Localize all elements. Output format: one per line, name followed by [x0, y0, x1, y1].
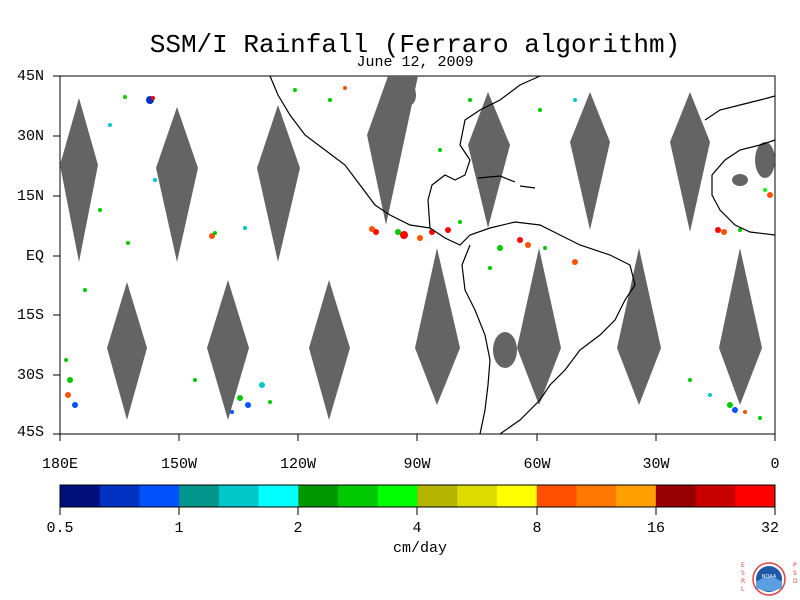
colorbar-segment [655, 485, 697, 507]
colorbar-tick-label: 1 [174, 520, 184, 537]
swath-gap [107, 282, 147, 420]
lat-label: 45N [16, 68, 44, 85]
rainfall-speckles [64, 86, 773, 420]
colorbar-segment [377, 485, 418, 507]
lon-label: 120W [279, 456, 316, 473]
colorbar-tick-label: 16 [646, 520, 665, 537]
svg-text:NOAA: NOAA [762, 574, 777, 580]
colorbar-segment [735, 485, 776, 507]
colorbar-segment [218, 485, 260, 507]
colorbar-segment [695, 485, 736, 507]
colorbar-segment [616, 485, 657, 507]
swath-gap [468, 92, 510, 228]
svg-text:P: P [793, 562, 797, 569]
lat-label: 45S [16, 424, 44, 441]
svg-text:R: R [741, 578, 745, 585]
lat-label: 15N [16, 188, 44, 205]
swath-gap [517, 248, 561, 405]
colorbar-tick-label: 0.5 [46, 520, 74, 537]
colorbar-segment [139, 485, 180, 507]
lat-label: 30S [16, 367, 44, 384]
svg-text:S: S [793, 570, 797, 577]
svg-text:D: D [793, 578, 798, 585]
colorbar-segment [576, 485, 617, 507]
swath-gap [670, 92, 710, 232]
swath-gap [60, 98, 98, 262]
swath-gap [719, 248, 762, 405]
swath-gaps [60, 76, 762, 420]
swath-gap [617, 248, 661, 405]
colorbar-segment [258, 485, 299, 507]
colorbar-segment [417, 485, 458, 507]
swath-gap [156, 107, 198, 262]
figure-date: June 12, 2009 [356, 54, 474, 71]
colorbar-segment [496, 485, 538, 507]
svg-text:E: E [741, 562, 745, 569]
colorbar-units: cm/day [392, 540, 447, 557]
colorbar-segment [99, 485, 140, 507]
swath-gap [570, 92, 610, 230]
colorbar-segment [338, 485, 379, 507]
colorbar [60, 485, 776, 507]
colorbar-tick-label: 32 [760, 520, 779, 537]
colorbar-segment [298, 485, 339, 507]
lat-label: 15S [16, 307, 44, 324]
swath-gap [415, 248, 460, 405]
swath-gap [257, 105, 300, 262]
colorbar-segment [179, 485, 220, 507]
coastlines [269, 75, 776, 435]
lon-label: 150W [160, 456, 197, 473]
colorbar-segment [457, 485, 498, 507]
lon-label: 90W [403, 456, 431, 473]
frame-ticks [53, 75, 776, 441]
svg-text:S: S [741, 570, 745, 577]
map-frame [59, 75, 776, 435]
lat-label: EQ [25, 248, 44, 265]
swath-gap [309, 280, 350, 420]
svg-text:L: L [741, 586, 745, 593]
colorbar-segment [60, 485, 101, 507]
lon-label: 30W [642, 456, 670, 473]
lon-label: 60W [523, 456, 551, 473]
colorbar-tick-label: 4 [412, 520, 422, 537]
lon-label: 180E [41, 456, 78, 473]
figure-title: SSM/I Rainfall (Ferraro algorithm) [149, 30, 681, 60]
lat-label: 30N [16, 128, 44, 145]
swath-gap [207, 280, 249, 420]
colorbar-tick-label: 8 [532, 520, 542, 537]
lon-label: 0 [770, 456, 780, 473]
swath-gap [367, 76, 418, 225]
colorbar-ticks [59, 507, 776, 515]
colorbar-tick-label: 2 [293, 520, 303, 537]
land-patches [404, 85, 775, 368]
colorbar-segment [536, 485, 577, 507]
